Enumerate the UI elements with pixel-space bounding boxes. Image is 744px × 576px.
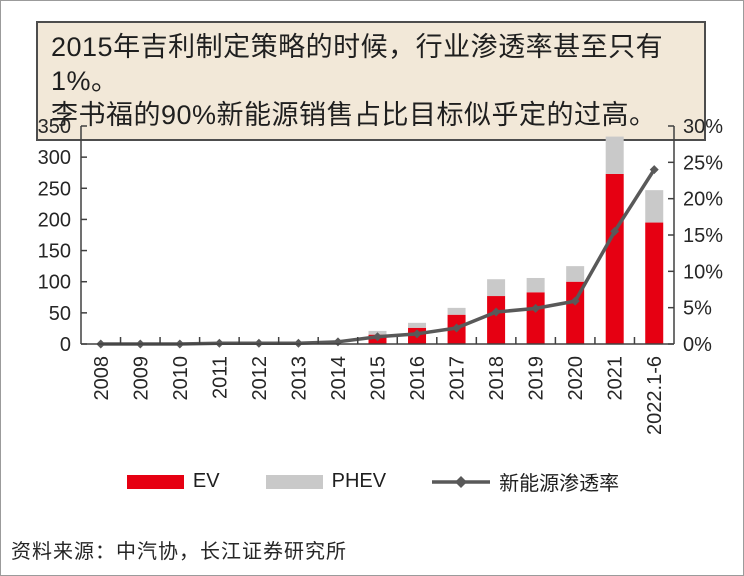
bar-phev-2017 (447, 307, 466, 315)
bar-ev-2019 (526, 292, 545, 344)
x-axis-label: 2022.1-6 (644, 356, 666, 435)
left-axis-tick-label: 150 (38, 241, 71, 263)
legend-label-ev: EV (192, 470, 220, 492)
x-axis-label: 2014 (328, 356, 350, 401)
line-marker (412, 329, 422, 339)
left-axis-tick-label: 50 (49, 303, 71, 325)
ev-swatch-icon (126, 474, 184, 489)
bar-phev-2022.1-6 (645, 190, 664, 223)
bar-ev-2022.1-6 (645, 222, 664, 344)
left-axis-tick-label: 100 (38, 272, 71, 294)
title-line-1: 2015年吉利制定策略的时候，行业渗透率甚至只有1%。 (51, 32, 664, 96)
bar-phev-2016 (408, 322, 427, 328)
left-axis-tick-label: 200 (38, 209, 71, 231)
bar-phev-2020 (566, 266, 585, 282)
legend: EV PHEV 新能源渗透率 (1, 467, 743, 496)
right-axis-tick-label: 25% (683, 152, 723, 174)
x-axis-label: 2012 (249, 356, 271, 401)
left-axis-tick-label: 250 (38, 178, 71, 200)
line-marker (649, 165, 659, 175)
x-axis-label: 2011 (209, 356, 231, 399)
x-axis-label: 2017 (447, 356, 469, 401)
right-axis-tick-label: 30% (683, 116, 723, 138)
title-line-2: 李书福的90%新能源销售占比目标似乎定的过高。 (51, 100, 657, 130)
left-axis-tick-label: 350 (38, 116, 71, 138)
line-marker (610, 226, 620, 236)
legend-item-penetration: 新能源渗透率 (432, 467, 619, 496)
line-diamond-marker-icon (432, 475, 491, 488)
x-axis-label: 2016 (407, 356, 429, 401)
x-axis-label: 2020 (565, 356, 587, 401)
bar-phev-2019 (526, 277, 545, 293)
phev-swatch-icon (265, 474, 323, 489)
legend-label-penetration: 新能源渗透率 (499, 473, 620, 495)
line-marker (491, 307, 501, 317)
x-axis-label: 2013 (288, 356, 310, 401)
bar-ev-2018 (487, 296, 506, 344)
title-box: 2015年吉利制定策略的时候，行业渗透率甚至只有1%。 李书福的90%新能源销售… (36, 21, 706, 141)
left-axis-tick-label: 0 (60, 334, 71, 356)
bar-phev-2018 (487, 279, 506, 297)
right-axis-tick-label: 5% (683, 298, 712, 320)
right-axis-tick-label: 20% (683, 189, 723, 211)
bar-ev-2020 (566, 281, 585, 344)
bar-phev-2021 (605, 136, 624, 174)
line-marker (333, 337, 343, 347)
legend-item-phev: PHEV (265, 470, 387, 493)
source-text: 资料来源：中汽协，长江证券研究所 (11, 541, 347, 563)
legend-item-ev: EV (126, 470, 220, 493)
line-marker (570, 296, 580, 306)
x-axis-label: 2009 (130, 356, 152, 401)
left-axis-tick-label: 300 (38, 147, 71, 169)
right-axis-tick-label: 0% (683, 334, 712, 356)
right-axis-tick-label: 15% (683, 225, 723, 247)
right-axis-tick-label: 10% (683, 261, 723, 283)
x-axis-label: 2008 (91, 356, 113, 401)
line-marker (531, 303, 541, 313)
bar-ev-2021 (605, 173, 624, 344)
x-axis-label: 2015 (368, 356, 390, 401)
chart-svg: 0 50 100 150 200 250 300 350 0% 5% 10% 15% 20% 25% 30%… (38, 116, 724, 435)
x-axis-label: 2010 (170, 356, 192, 401)
line-marker (373, 332, 382, 342)
line-marker (452, 323, 462, 333)
x-axis-label: 2018 (486, 356, 508, 401)
legend-diamond (455, 475, 468, 488)
x-axis-label: 2021 (605, 356, 627, 401)
legend-label-phev: PHEV (331, 470, 387, 492)
x-axis-label: 2019 (526, 356, 548, 401)
